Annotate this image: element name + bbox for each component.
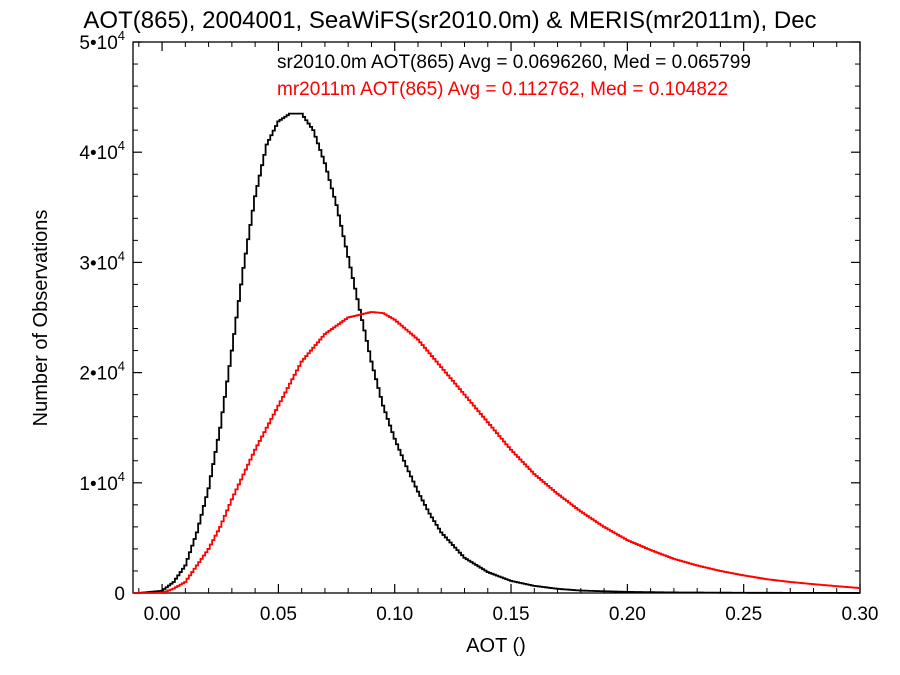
legend-entry-2: mr2011m AOT(865) Avg = 0.112762, Med = 0… xyxy=(277,79,728,100)
y-axis-label: Number of Observations xyxy=(30,210,52,427)
x-tick-label: 0.00 xyxy=(144,604,181,625)
series-mr2011-line xyxy=(133,311,860,594)
x-tick-label: 0.25 xyxy=(725,604,762,625)
y-tick-label: 1•104 xyxy=(79,469,125,495)
x-tick-label: 0.05 xyxy=(260,604,297,625)
legend-entry-1: sr2010.0m AOT(865) Avg = 0.0696260, Med … xyxy=(277,52,751,73)
x-tick-label: 0.20 xyxy=(609,604,646,625)
y-tick-label: 3•104 xyxy=(79,248,125,274)
y-tick-label: 0 xyxy=(114,584,125,605)
y-axis: 0 1•104 2•104 3•104 4•104 5•104 xyxy=(79,28,860,605)
plot-frame xyxy=(132,41,861,594)
x-tick-label: 0.10 xyxy=(376,604,413,625)
y-tick-label: 5•104 xyxy=(79,28,125,54)
x-tick-label: 0.15 xyxy=(493,604,530,625)
x-axis: 0.00 0.05 0.10 0.15 0.20 0.25 0.30 xyxy=(138,42,879,625)
chart-title: AOT(865), 2004001, SeaWiFS(sr2010.0m) & … xyxy=(83,7,816,34)
x-tick-label: 0.30 xyxy=(842,604,879,625)
series-sr2010-line xyxy=(133,112,860,594)
y-tick-label: 4•104 xyxy=(79,138,125,164)
series-group xyxy=(133,112,860,594)
y-tick-label: 2•104 xyxy=(79,359,125,385)
x-axis-label: AOT () xyxy=(466,635,526,657)
